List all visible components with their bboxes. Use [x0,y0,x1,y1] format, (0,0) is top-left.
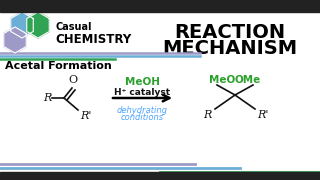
Text: OMe: OMe [235,75,261,85]
Text: H⁺ catalyst: H⁺ catalyst [114,87,170,96]
Text: conditions: conditions [120,112,164,122]
Text: Casual: Casual [55,22,92,32]
Text: Acetal Formation: Acetal Formation [5,61,112,71]
Text: O: O [68,75,77,85]
Text: MeOH: MeOH [124,77,159,87]
Text: MECHANISM: MECHANISM [163,39,298,57]
Text: R': R' [257,110,269,120]
Text: R': R' [80,111,92,121]
Bar [0,172,320,180]
Polygon shape [4,27,26,53]
Polygon shape [27,12,49,38]
Text: REACTION: REACTION [174,22,285,42]
Bar [0,0,320,12]
Text: CHEMISTRY: CHEMISTRY [55,33,131,46]
Text: R: R [203,110,211,120]
Text: R: R [43,93,51,103]
Text: MeO: MeO [209,75,235,85]
Text: dehydrating: dehydrating [116,105,167,114]
Polygon shape [11,12,33,38]
